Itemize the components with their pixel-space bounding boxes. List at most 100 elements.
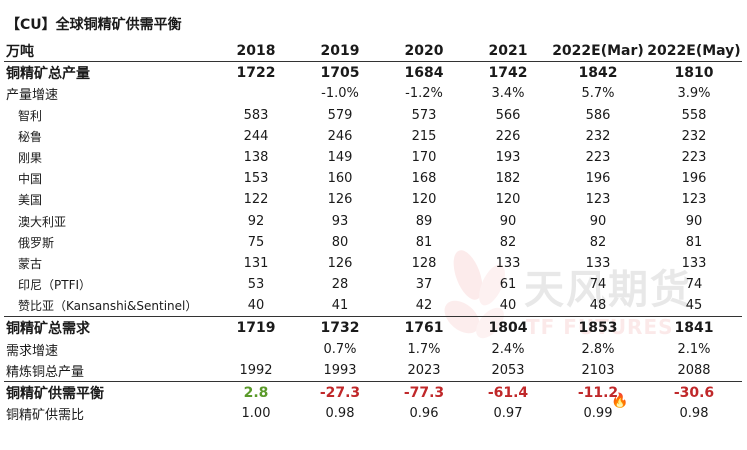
- row-label: 铜精矿总产量: [6, 65, 90, 82]
- table-row: 铜精矿供需平衡 2.8 -27.3 -77.3 -61.4 -11.2 -30.6: [4, 382, 742, 404]
- table-row: 铜精矿供需比 1.00 0.98 0.96 0.97 0.99 0.98: [4, 403, 742, 424]
- table-row: 铜精矿总产量 1722 1705 1684 1742 1842 1810: [4, 62, 742, 84]
- cell-value: 0.98: [325, 406, 355, 422]
- cell-value: 89: [415, 213, 433, 229]
- cell-value: 138: [243, 150, 269, 166]
- table-row: 刚果 138 149 170 193 223 223: [4, 147, 742, 168]
- cell-value: 122: [243, 192, 269, 208]
- cell-value: 1841: [646, 316, 742, 339]
- cell-value: 42: [415, 298, 433, 314]
- row-label: 蒙古: [18, 256, 43, 271]
- cell-value: 133: [681, 255, 707, 271]
- cell-value: 81: [415, 234, 433, 250]
- cell-value: 1732: [298, 316, 382, 339]
- cell-value: 1.00: [241, 406, 271, 422]
- cell-value: 133: [495, 255, 521, 271]
- cell-value: 160: [327, 171, 353, 187]
- cell-value: [214, 83, 298, 104]
- cell-value: 2.1%: [677, 341, 711, 357]
- cell-value: 53: [247, 277, 265, 293]
- cell-value: 1705: [320, 64, 360, 81]
- cell-value: 123: [585, 192, 611, 208]
- cell-value: 90: [589, 213, 607, 229]
- cell-value: 1684: [404, 64, 444, 81]
- table-row: 精炼铜总产量 1992 1993 2023 2053 2103 2088: [4, 359, 742, 382]
- table-row: 美国 122 126 120 120 123 123: [4, 189, 742, 210]
- table-row: 智利 583 579 573 566 586 558: [4, 105, 742, 126]
- cell-value: 2023: [382, 359, 466, 382]
- cell-value: 2.8%: [581, 341, 615, 357]
- cell-value: 196: [681, 171, 707, 187]
- row-label: 产量增速: [6, 88, 59, 104]
- cell-value: 45: [685, 298, 703, 314]
- cell-value: -1.0%: [321, 86, 359, 102]
- cell-value: 573: [411, 107, 437, 123]
- table-row: 澳大利亚 92 93 89 90 90 90: [4, 211, 742, 232]
- cell-value: 170: [411, 150, 437, 166]
- cell-value: 558: [681, 107, 707, 123]
- table-row: 蒙古 131 126 128 133 133 133: [4, 253, 742, 274]
- cell-value: 182: [495, 171, 521, 187]
- cell-value: 0.98: [679, 406, 709, 422]
- cell-value: 1993: [298, 359, 382, 382]
- cell-value: 586: [585, 107, 611, 123]
- row-label: 铜精矿总需求: [4, 316, 214, 339]
- cell-value: 75: [247, 234, 265, 250]
- cell-value: 1719: [214, 316, 298, 339]
- cell-value: 2088: [646, 359, 742, 382]
- cell-value: 128: [411, 255, 437, 271]
- cell-value: 583: [243, 107, 269, 123]
- cell-value: 0.97: [493, 406, 523, 422]
- copper-balance-table: 万吨 2018 2019 2020 2021 2022E(Mar) 2022E(…: [4, 40, 742, 424]
- cell-value: 126: [327, 192, 353, 208]
- cell-value: -1.2%: [405, 86, 443, 102]
- cell-value: 133: [585, 255, 611, 271]
- cell-value: 1842: [578, 64, 618, 81]
- cell-value: 1761: [382, 316, 466, 339]
- cell-value: -77.3: [403, 384, 445, 401]
- cell-value: 244: [243, 128, 269, 144]
- cell-value: 81: [685, 234, 703, 250]
- cell-value: 5.7%: [581, 86, 615, 102]
- cell-value: 196: [585, 171, 611, 187]
- header-col: 2018: [214, 40, 298, 63]
- cell-value: -27.3: [319, 384, 361, 401]
- cell-value: 1804: [466, 316, 550, 339]
- row-label: 智利: [18, 108, 43, 123]
- cell-value: 90: [499, 213, 517, 229]
- table-row: 印尼（PTFI） 53 28 37 61 74 74: [4, 274, 742, 295]
- cell-value: 61: [499, 277, 517, 293]
- header-col: 2022E(Mar): [550, 40, 646, 63]
- cell-value: 48: [589, 298, 607, 314]
- cell-value: -61.4: [487, 384, 529, 401]
- cell-value: 149: [327, 150, 353, 166]
- cell-value: 92: [247, 213, 265, 229]
- cell-value: 123: [681, 192, 707, 208]
- cell-value: 82: [499, 234, 517, 250]
- cell-value: 37: [415, 277, 433, 293]
- table-row: 需求增速 0.7% 1.7% 2.4% 2.8% 2.1%: [4, 339, 742, 360]
- header-col: 2022E(May): [646, 40, 742, 63]
- row-label: 澳大利亚: [18, 214, 67, 229]
- cell-value: 193: [495, 150, 521, 166]
- cell-value: 2.8: [243, 384, 269, 401]
- cell-value: 1853: [550, 316, 646, 339]
- cell-value: 74: [685, 277, 703, 293]
- cell-value: 168: [411, 171, 437, 187]
- header-col: 2021: [466, 40, 550, 63]
- cell-value: 232: [681, 128, 707, 144]
- row-label: 铜精矿供需平衡: [6, 385, 104, 402]
- row-label: 秘鲁: [18, 129, 43, 144]
- header-col: 2019: [298, 40, 382, 63]
- cell-value: 3.4%: [491, 86, 525, 102]
- header-unit: 万吨: [4, 40, 214, 63]
- cell-value: 1742: [488, 64, 528, 81]
- cell-value: 232: [585, 128, 611, 144]
- cell-value: 2103: [550, 359, 646, 382]
- cell-value: 0.7%: [323, 341, 357, 357]
- row-label: 中国: [18, 172, 43, 187]
- cell-value: 1810: [674, 64, 714, 81]
- row-label: 印尼（PTFI）: [18, 278, 92, 293]
- cell-value: 40: [247, 298, 265, 314]
- row-label: 精炼铜总产量: [4, 359, 214, 382]
